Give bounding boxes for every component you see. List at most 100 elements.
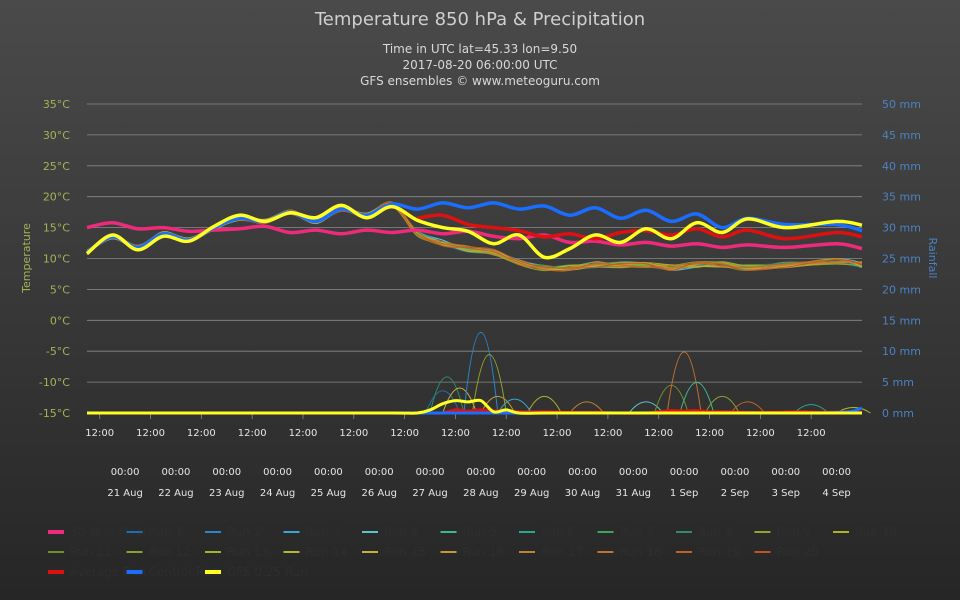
legend-label: Run 15	[384, 545, 426, 559]
x-noon-label: 12:00	[746, 428, 775, 439]
x-midnight-label: 00:00	[670, 467, 699, 478]
gridlines	[87, 103, 862, 414]
x-midnight-label: 00:00	[111, 467, 140, 478]
x-midnight-label: 00:00	[212, 467, 241, 478]
precipitation-peak	[497, 398, 533, 414]
precipitation-peak	[679, 381, 715, 414]
x-noon-label: 12:00	[492, 428, 521, 439]
temperature-line-run-12	[86, 203, 863, 270]
y-tick-label-right: 50 mm	[882, 98, 921, 111]
y-ticks-left: 35°C 30°C 25°C 20°C 15°C 10°C 5°C 0°C -5°C -10°C -…	[39, 98, 70, 420]
temperature-line-run-10	[86, 205, 863, 270]
x-noon-label: 12:00	[797, 428, 826, 439]
y-tick-label-left: 15°C	[43, 222, 70, 235]
legend-label: Control Run	[149, 565, 219, 579]
x-date-label: 28 Aug	[463, 488, 498, 499]
temperature-line-run-4	[86, 205, 863, 272]
legend-label: Run 11	[70, 545, 112, 559]
y-tick-label-right: 10 mm	[882, 345, 921, 358]
legend-label: Run 6	[541, 525, 575, 539]
temperature-line-run-17	[86, 205, 863, 271]
temperature-line-gfs-025-run	[85, 203, 863, 260]
x-date-label: 27 Aug	[412, 488, 447, 499]
legend-label: Run 7	[620, 525, 654, 539]
x-midnight-label: 00:00	[314, 467, 343, 478]
legend-label: Run 1	[149, 525, 183, 539]
x-date-label: 31 Aug	[616, 488, 651, 499]
legend-label: GFS 0.25 Run	[227, 565, 308, 579]
precipitation-peak	[628, 401, 664, 414]
x-midnight-label: 00:00	[568, 467, 597, 478]
legend-label: Run 3	[306, 525, 340, 539]
y-tick-label-left: 0°C	[50, 314, 70, 327]
temperature-line-run-5	[86, 204, 863, 271]
x-midnight-label: 00:00	[263, 467, 292, 478]
temperature-line-run-18	[86, 203, 863, 272]
precipitation-peak	[463, 331, 499, 414]
y-tick-label-left: -15°C	[39, 407, 70, 420]
temperature-line-run-19	[86, 201, 863, 272]
precipitation-peak	[569, 401, 605, 414]
chart-subtitle-line-2: 2017-08-20 06:00:00 UTC	[402, 58, 557, 72]
x-midnight-label: 00:00	[822, 467, 851, 478]
legend-label: Run 8	[698, 525, 732, 539]
x-midnight-label: 00:00	[416, 467, 445, 478]
temperature-line-run-3	[86, 203, 863, 271]
legend-label: Run 17	[541, 545, 583, 559]
legend-label: Run 4	[384, 525, 418, 539]
x-date-label: 2 Sep	[721, 488, 749, 499]
y-tick-label-right: 15 mm	[882, 314, 921, 327]
temperature-line-run-16	[86, 204, 863, 272]
y-tick-label-right: 5 mm	[882, 376, 914, 389]
x-midnight-label: 00:00	[162, 467, 191, 478]
precipitation-peak	[480, 395, 516, 414]
precipitation-peak	[526, 395, 562, 414]
x-date-label: 30 Aug	[565, 488, 600, 499]
x-midnight-label: 00:00	[771, 467, 800, 478]
precipitation-peak	[471, 354, 507, 414]
chart-subtitle-line-1: Time in UTC lat=45.33 lon=9.50	[382, 42, 577, 56]
x-date-label: 4 Sep	[822, 488, 850, 499]
y-tick-label-left: 25°C	[43, 160, 70, 173]
legend-label: Run 19	[698, 545, 740, 559]
legend-label: Run 16	[463, 545, 505, 559]
x-date-label: 24 Aug	[260, 488, 295, 499]
legend-label: Run 9	[777, 525, 811, 539]
precipitation-peak	[704, 395, 740, 414]
x-noon-label: 12:00	[390, 428, 419, 439]
x-noon-label: 12:00	[695, 428, 724, 439]
x-noon-label: 12:00	[593, 428, 622, 439]
x-noon-label: 12:00	[339, 428, 368, 439]
legend-label: Run 18	[620, 545, 662, 559]
main-series	[85, 201, 863, 415]
y-tick-label-left: 30°C	[43, 129, 70, 142]
temperature-line-run-15	[86, 202, 863, 271]
x-date-label: 29 Aug	[514, 488, 549, 499]
y-tick-label-left: -5°C	[46, 345, 70, 358]
y-tick-label-right: 20 mm	[882, 283, 921, 296]
y-tick-label-right: 0 mm	[882, 407, 914, 420]
precipitation-line-gfs-025-run	[86, 398, 862, 415]
x-noon-label: 12:00	[289, 428, 318, 439]
legend-label: Run 14	[306, 545, 348, 559]
x-noon-label: 12:00	[187, 428, 216, 439]
y-tick-label-left: -10°C	[39, 376, 70, 389]
precipitation-peak	[666, 351, 702, 414]
x-date-label: 23 Aug	[209, 488, 244, 499]
x-midnight-label: 00:00	[517, 467, 546, 478]
y-tick-label-left: 20°C	[43, 191, 70, 204]
x-date-label: 22 Aug	[158, 488, 193, 499]
y-tick-label-right: 40 mm	[882, 160, 921, 173]
x-midnight-label: 00:00	[721, 467, 750, 478]
y-tick-label-left: 5°C	[50, 283, 70, 296]
precipitation-peak	[730, 401, 765, 414]
legend-label: Run 13	[227, 545, 269, 559]
chart-title: Temperature 850 hPa & Precipitation	[314, 9, 645, 30]
y-tick-label-right: 35 mm	[882, 191, 921, 204]
y-tick-label-right: 25 mm	[882, 253, 921, 266]
x-date-label: 25 Aug	[311, 488, 346, 499]
x-noon-label: 12:00	[644, 428, 673, 439]
y-tick-label-left: 10°C	[43, 253, 70, 266]
